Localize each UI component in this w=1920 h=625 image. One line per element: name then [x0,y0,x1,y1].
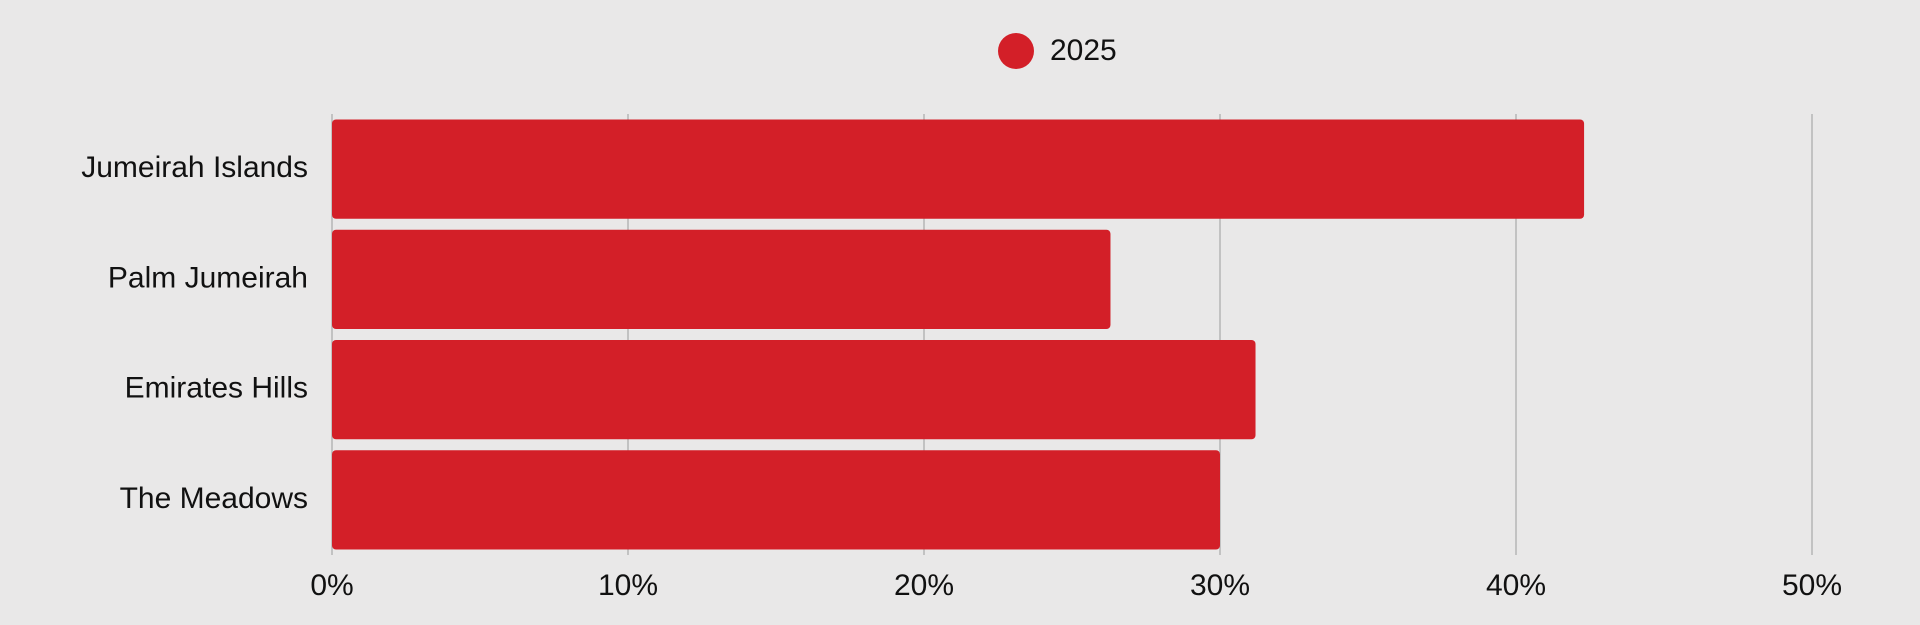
x-tick-label: 10% [598,569,658,602]
bar [332,450,1220,550]
bar [332,340,1256,440]
x-tick-label: 30% [1190,569,1250,602]
legend-label: 2025 [1050,34,1117,67]
x-tick-label: 50% [1782,569,1842,602]
y-tick-label: The Meadows [120,482,308,515]
x-tick-label: 0% [310,569,353,602]
x-tick-label: 40% [1486,569,1546,602]
y-tick-label: Palm Jumeirah [108,261,308,294]
y-tick-label: Emirates Hills [125,372,308,405]
legend-swatch [998,33,1034,69]
y-tick-label: Jumeirah Islands [81,151,308,184]
bar [332,229,1111,329]
x-tick-label: 20% [894,569,954,602]
bar [332,119,1585,219]
